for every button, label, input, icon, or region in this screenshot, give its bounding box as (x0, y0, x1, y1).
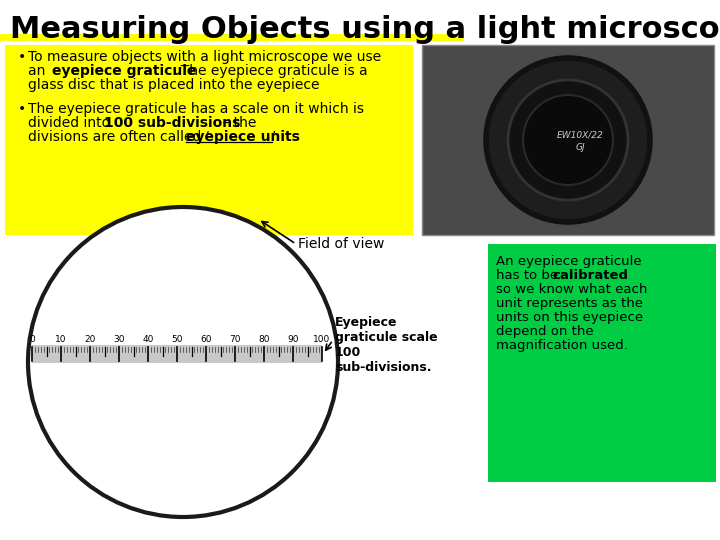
Text: glass disc that is placed into the eyepiece: glass disc that is placed into the eyepi… (28, 78, 320, 92)
Text: To measure objects with a light microscope we use: To measure objects with a light microsco… (28, 50, 381, 64)
Text: . The eyepiece graticule is a: . The eyepiece graticule is a (172, 64, 368, 78)
Text: depend on the: depend on the (496, 325, 593, 338)
Text: 30: 30 (113, 335, 125, 344)
Text: has to be: has to be (496, 269, 562, 282)
Text: •: • (18, 50, 26, 64)
Text: magnification used.: magnification used. (496, 339, 628, 352)
Circle shape (486, 58, 650, 222)
Text: 90: 90 (287, 335, 299, 344)
Text: Eyepiece
graticule scale
100
sub-divisions.: Eyepiece graticule scale 100 sub-divisio… (335, 316, 438, 374)
Text: divided into: divided into (28, 116, 114, 130)
Text: unit represents as the: unit represents as the (496, 297, 643, 310)
Text: 100 sub-divisions: 100 sub-divisions (104, 116, 240, 130)
Text: 80: 80 (258, 335, 270, 344)
Text: EW10X/22: EW10X/22 (557, 131, 603, 139)
Text: An eyepiece graticule: An eyepiece graticule (496, 255, 642, 268)
Text: 40: 40 (143, 335, 153, 344)
Text: The eyepiece graticule has a scale on it which is: The eyepiece graticule has a scale on it… (28, 102, 364, 116)
Text: 0: 0 (29, 335, 35, 344)
Text: calibrated: calibrated (552, 269, 628, 282)
FancyBboxPatch shape (5, 45, 413, 235)
Text: units on this eyepiece: units on this eyepiece (496, 311, 643, 324)
Text: eyepiece graticule: eyepiece graticule (52, 64, 197, 78)
Text: an: an (28, 64, 50, 78)
Text: eyepiece units: eyepiece units (186, 130, 300, 144)
Text: GJ: GJ (575, 144, 585, 152)
Text: •: • (18, 102, 26, 116)
Text: 20: 20 (84, 335, 96, 344)
Text: Field of view: Field of view (298, 237, 384, 251)
FancyBboxPatch shape (488, 244, 716, 482)
Text: so we know what each: so we know what each (496, 283, 647, 296)
Circle shape (28, 207, 338, 517)
Text: 70: 70 (229, 335, 240, 344)
Text: 50: 50 (171, 335, 183, 344)
Circle shape (523, 95, 613, 185)
Text: – the: – the (218, 116, 256, 130)
Text: Measuring Objects using a light microscope: Measuring Objects using a light microsco… (10, 15, 720, 44)
Circle shape (508, 80, 628, 200)
Text: 10: 10 (55, 335, 67, 344)
FancyBboxPatch shape (32, 345, 322, 363)
Text: 60: 60 (200, 335, 212, 344)
Text: 100: 100 (313, 335, 330, 344)
FancyBboxPatch shape (422, 45, 714, 235)
Text: ’.: ’. (272, 130, 281, 144)
Text: divisions are often called ‘: divisions are often called ‘ (28, 130, 210, 144)
